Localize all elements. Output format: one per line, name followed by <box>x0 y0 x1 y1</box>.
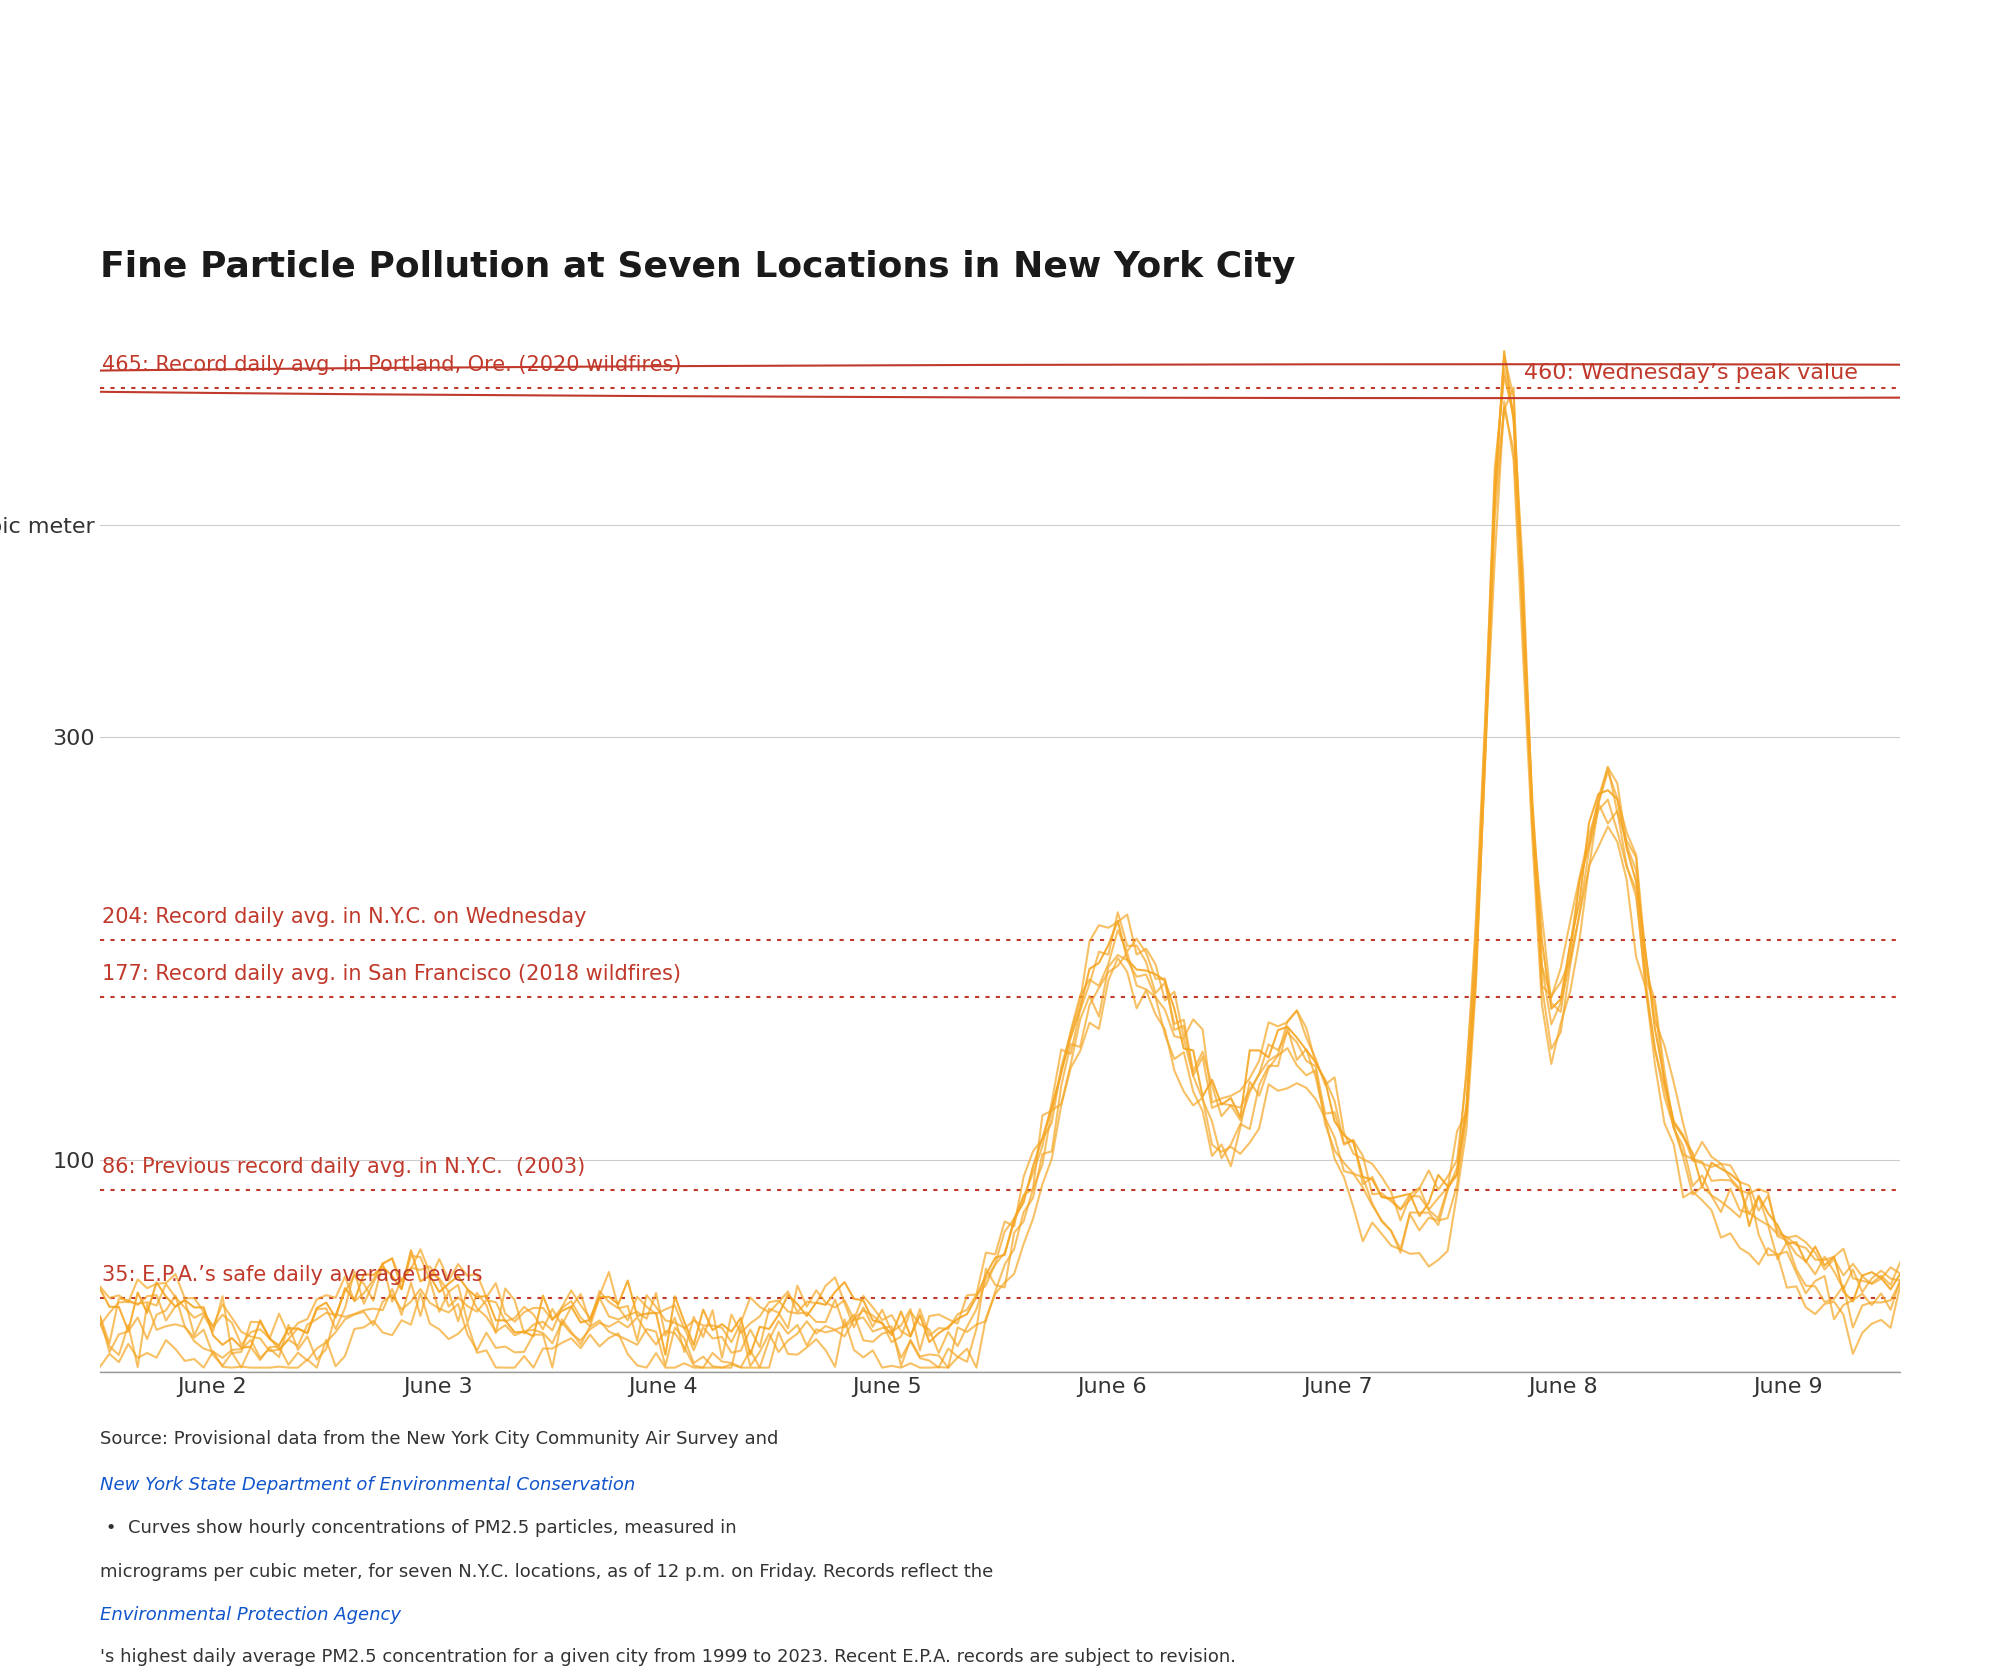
Text: Environmental Protection Agency: Environmental Protection Agency <box>100 1606 400 1624</box>
Text: New York State Department of Environmental Conservation: New York State Department of Environment… <box>100 1476 636 1494</box>
Text: 460: Wednesday’s peak value: 460: Wednesday’s peak value <box>1524 363 1858 383</box>
Text: Source: Provisional data from the New York City Community Air Survey and: Source: Provisional data from the New Yo… <box>100 1430 784 1449</box>
Text: 204: Record daily avg. in N.Y.C. on Wednesday: 204: Record daily avg. in N.Y.C. on Wedn… <box>102 907 586 927</box>
Text: micrograms per cubic meter, for seven N.Y.C. locations, as of 12 p.m. on Friday.: micrograms per cubic meter, for seven N.… <box>100 1563 994 1581</box>
Text: 86: Previous record daily avg. in N.Y.C.  (2003): 86: Previous record daily avg. in N.Y.C.… <box>102 1158 586 1178</box>
Text: 177: Record daily avg. in San Francisco (2018 wildfires): 177: Record daily avg. in San Francisco … <box>102 964 682 984</box>
Text: 35: E.P.A.’s safe daily average levels: 35: E.P.A.’s safe daily average levels <box>102 1265 482 1285</box>
Text: Fine Particle Pollution at Seven Locations in New York City: Fine Particle Pollution at Seven Locatio… <box>100 251 1296 284</box>
Text: •  Curves show hourly concentrations of PM2.5 particles, measured in: • Curves show hourly concentrations of P… <box>100 1519 736 1537</box>
Text: 's highest daily average PM2.5 concentration for a given city from 1999 to 2023.: 's highest daily average PM2.5 concentra… <box>100 1648 1236 1666</box>
Text: 465: Record daily avg. in Portland, Ore. (2020 wildfires): 465: Record daily avg. in Portland, Ore.… <box>102 355 682 375</box>
